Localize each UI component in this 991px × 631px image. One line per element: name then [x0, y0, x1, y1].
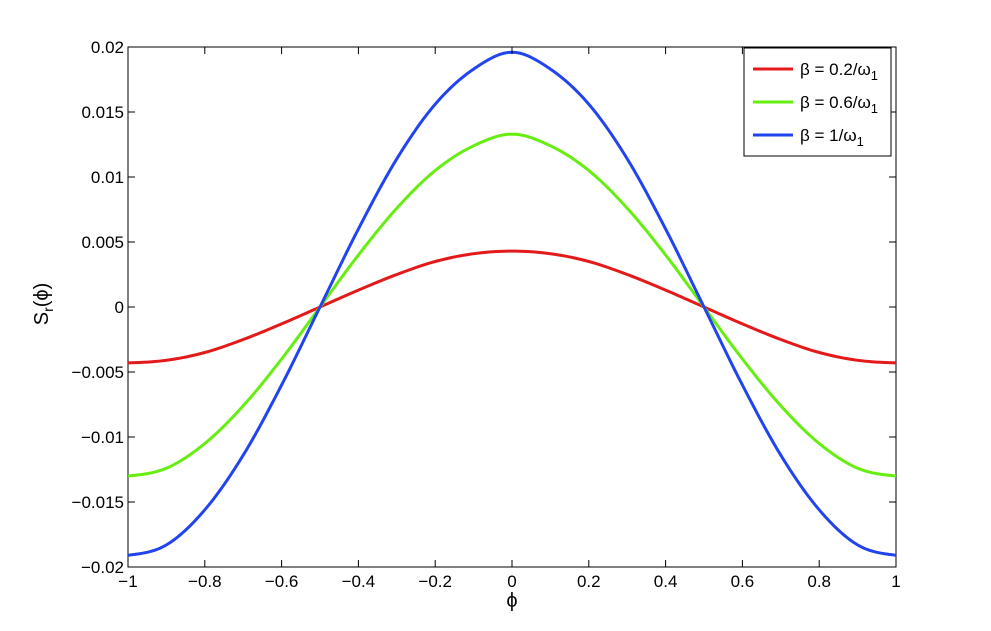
series-line-1 [127, 249, 897, 365]
y-tick-label: 0 [115, 298, 124, 317]
legend-label-2: β = 0.6/ω1 [800, 93, 878, 116]
x-tick-label: 0.6 [731, 572, 755, 591]
y-axis-label: Sr(ϕ) [31, 283, 56, 326]
y-axis-label-main: S [31, 312, 53, 325]
y-axis-label-sub: r [40, 307, 56, 312]
y-tick-label: −0.02 [81, 558, 124, 577]
x-tick-label: 0.2 [577, 572, 601, 591]
y-tick-label: 0.015 [81, 103, 124, 122]
legend: β = 0.2/ω1 β = 0.6/ω1 β = 1/ω1 [743, 47, 892, 157]
series-line-2 [127, 132, 897, 478]
x-tick-label: 1 [891, 572, 900, 591]
y-tick-label: −0.005 [72, 363, 124, 382]
y-tick-label: −0.01 [81, 428, 124, 447]
y-tick-label: 0.01 [91, 168, 124, 187]
x-tick-label: −0.8 [188, 572, 222, 591]
y-tick-label: 0.005 [81, 233, 124, 252]
x-tick-label: −0.2 [418, 572, 452, 591]
legend-label-3: β = 1/ω1 [800, 126, 864, 149]
y-tick-label: −0.015 [72, 493, 124, 512]
legend-label-1: β = 0.2/ω1 [800, 60, 878, 83]
x-tick-label: −0.4 [342, 572, 376, 591]
y-axis-label-tail: (ϕ) [31, 283, 53, 308]
x-axis-label: ϕ [506, 590, 517, 612]
x-tick-label: −1 [118, 572, 137, 591]
x-tick-label: 0.8 [807, 572, 831, 591]
tick-layer: −1 −0.8 −0.6 −0.4 −0.2 0 0.2 0.4 0.6 0.8 1 −0.02 −0.… [72, 38, 901, 591]
y-tick-label: 0.02 [91, 38, 124, 57]
x-tick-label: 0 [507, 572, 516, 591]
x-tick-label: −0.6 [265, 572, 299, 591]
x-tick-label: 0.4 [654, 572, 678, 591]
